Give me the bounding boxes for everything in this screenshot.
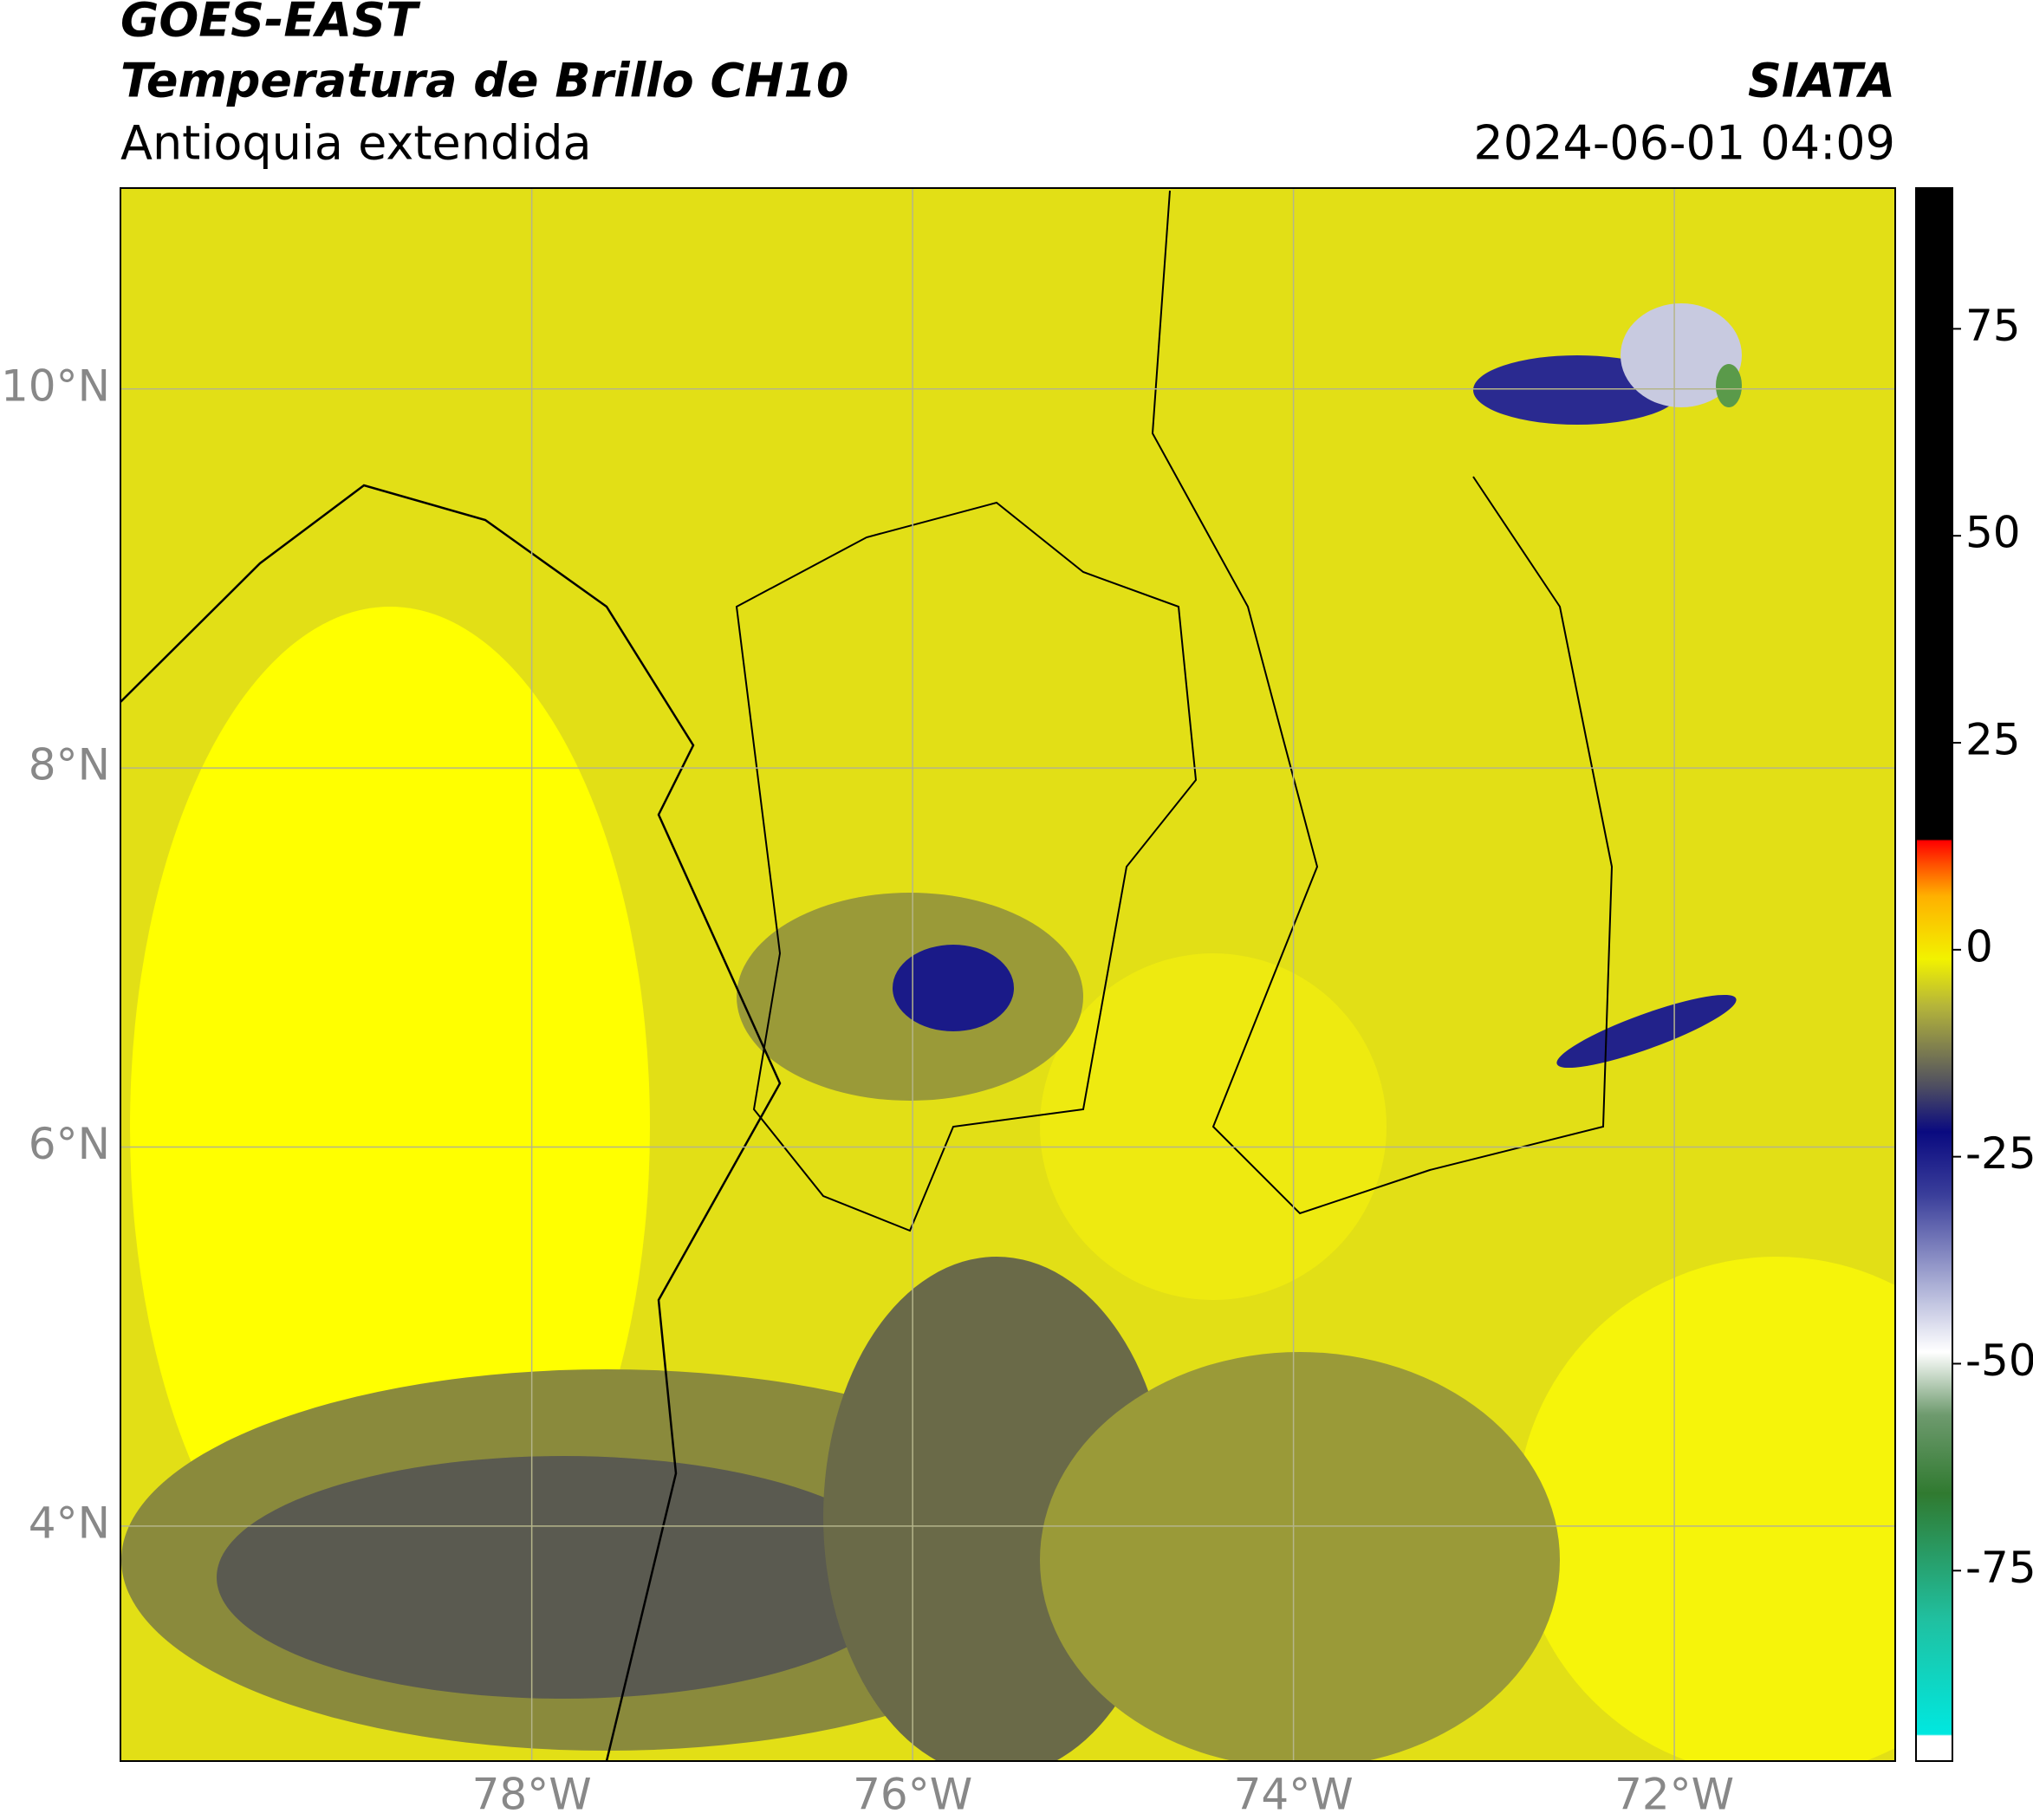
- x-tick-label: 72°W: [1614, 1770, 1734, 1820]
- source: SIATA: [1748, 54, 1895, 108]
- y-tick-label: 8°N: [29, 740, 110, 790]
- colorbar: [1915, 187, 1953, 1762]
- datetime: 2024-06-01 04:09: [1473, 116, 1895, 171]
- colorbar-tick-label: 25: [1965, 715, 2021, 765]
- subtitle: Antioquia extendida: [120, 116, 592, 171]
- title-line: GOES-EAST: [120, 0, 421, 48]
- colorbar-tick-label: -75: [1965, 1543, 2033, 1593]
- x-tick-label: 78°W: [472, 1770, 592, 1820]
- x-tick-label: 74°W: [1234, 1770, 1354, 1820]
- x-tick-label: 76°W: [853, 1770, 972, 1820]
- y-tick-label: 4°N: [29, 1498, 110, 1548]
- y-tick-label: 6°N: [29, 1119, 110, 1169]
- grid: [120, 188, 1895, 1761]
- colorbar-tick-label: 50: [1965, 508, 2021, 558]
- colorbar-tick-label: -25: [1965, 1128, 2033, 1179]
- map-frame: [120, 187, 1896, 1762]
- map-image: [120, 188, 1895, 1761]
- title-line: Temperatura de Brillo CH10: [120, 54, 849, 108]
- colorbar-tick-label: -50: [1965, 1336, 2033, 1386]
- y-tick-label: 10°N: [1, 361, 110, 411]
- colorbar-tick-label: 75: [1965, 301, 2021, 351]
- colorbar-tick-label: 0: [1965, 921, 1993, 972]
